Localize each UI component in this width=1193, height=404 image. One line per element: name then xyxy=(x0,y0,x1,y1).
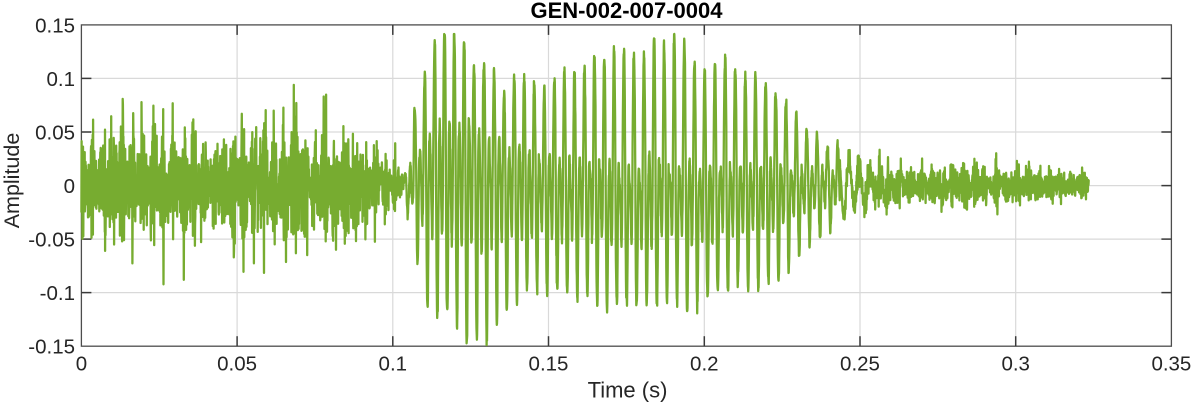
svg-text:0: 0 xyxy=(76,353,87,376)
svg-text:0.1: 0.1 xyxy=(47,68,76,91)
svg-text:0.35: 0.35 xyxy=(1151,353,1191,376)
svg-text:Amplitude: Amplitude xyxy=(0,133,24,229)
svg-text:0.15: 0.15 xyxy=(35,14,75,37)
svg-text:-0.05: -0.05 xyxy=(28,229,75,252)
svg-text:0: 0 xyxy=(64,175,75,198)
svg-text:Time (s): Time (s) xyxy=(588,378,668,403)
svg-text:-0.15: -0.15 xyxy=(28,336,75,359)
svg-text:GEN-002-007-0004: GEN-002-007-0004 xyxy=(530,0,723,23)
svg-text:0.05: 0.05 xyxy=(35,122,75,145)
svg-text:0.15: 0.15 xyxy=(529,353,569,376)
svg-text:0.1: 0.1 xyxy=(379,353,408,376)
svg-text:0.3: 0.3 xyxy=(1001,353,1030,376)
svg-text:0.05: 0.05 xyxy=(217,353,257,376)
svg-text:0.25: 0.25 xyxy=(840,353,880,376)
svg-text:-0.1: -0.1 xyxy=(40,282,75,305)
svg-text:0.2: 0.2 xyxy=(690,353,719,376)
